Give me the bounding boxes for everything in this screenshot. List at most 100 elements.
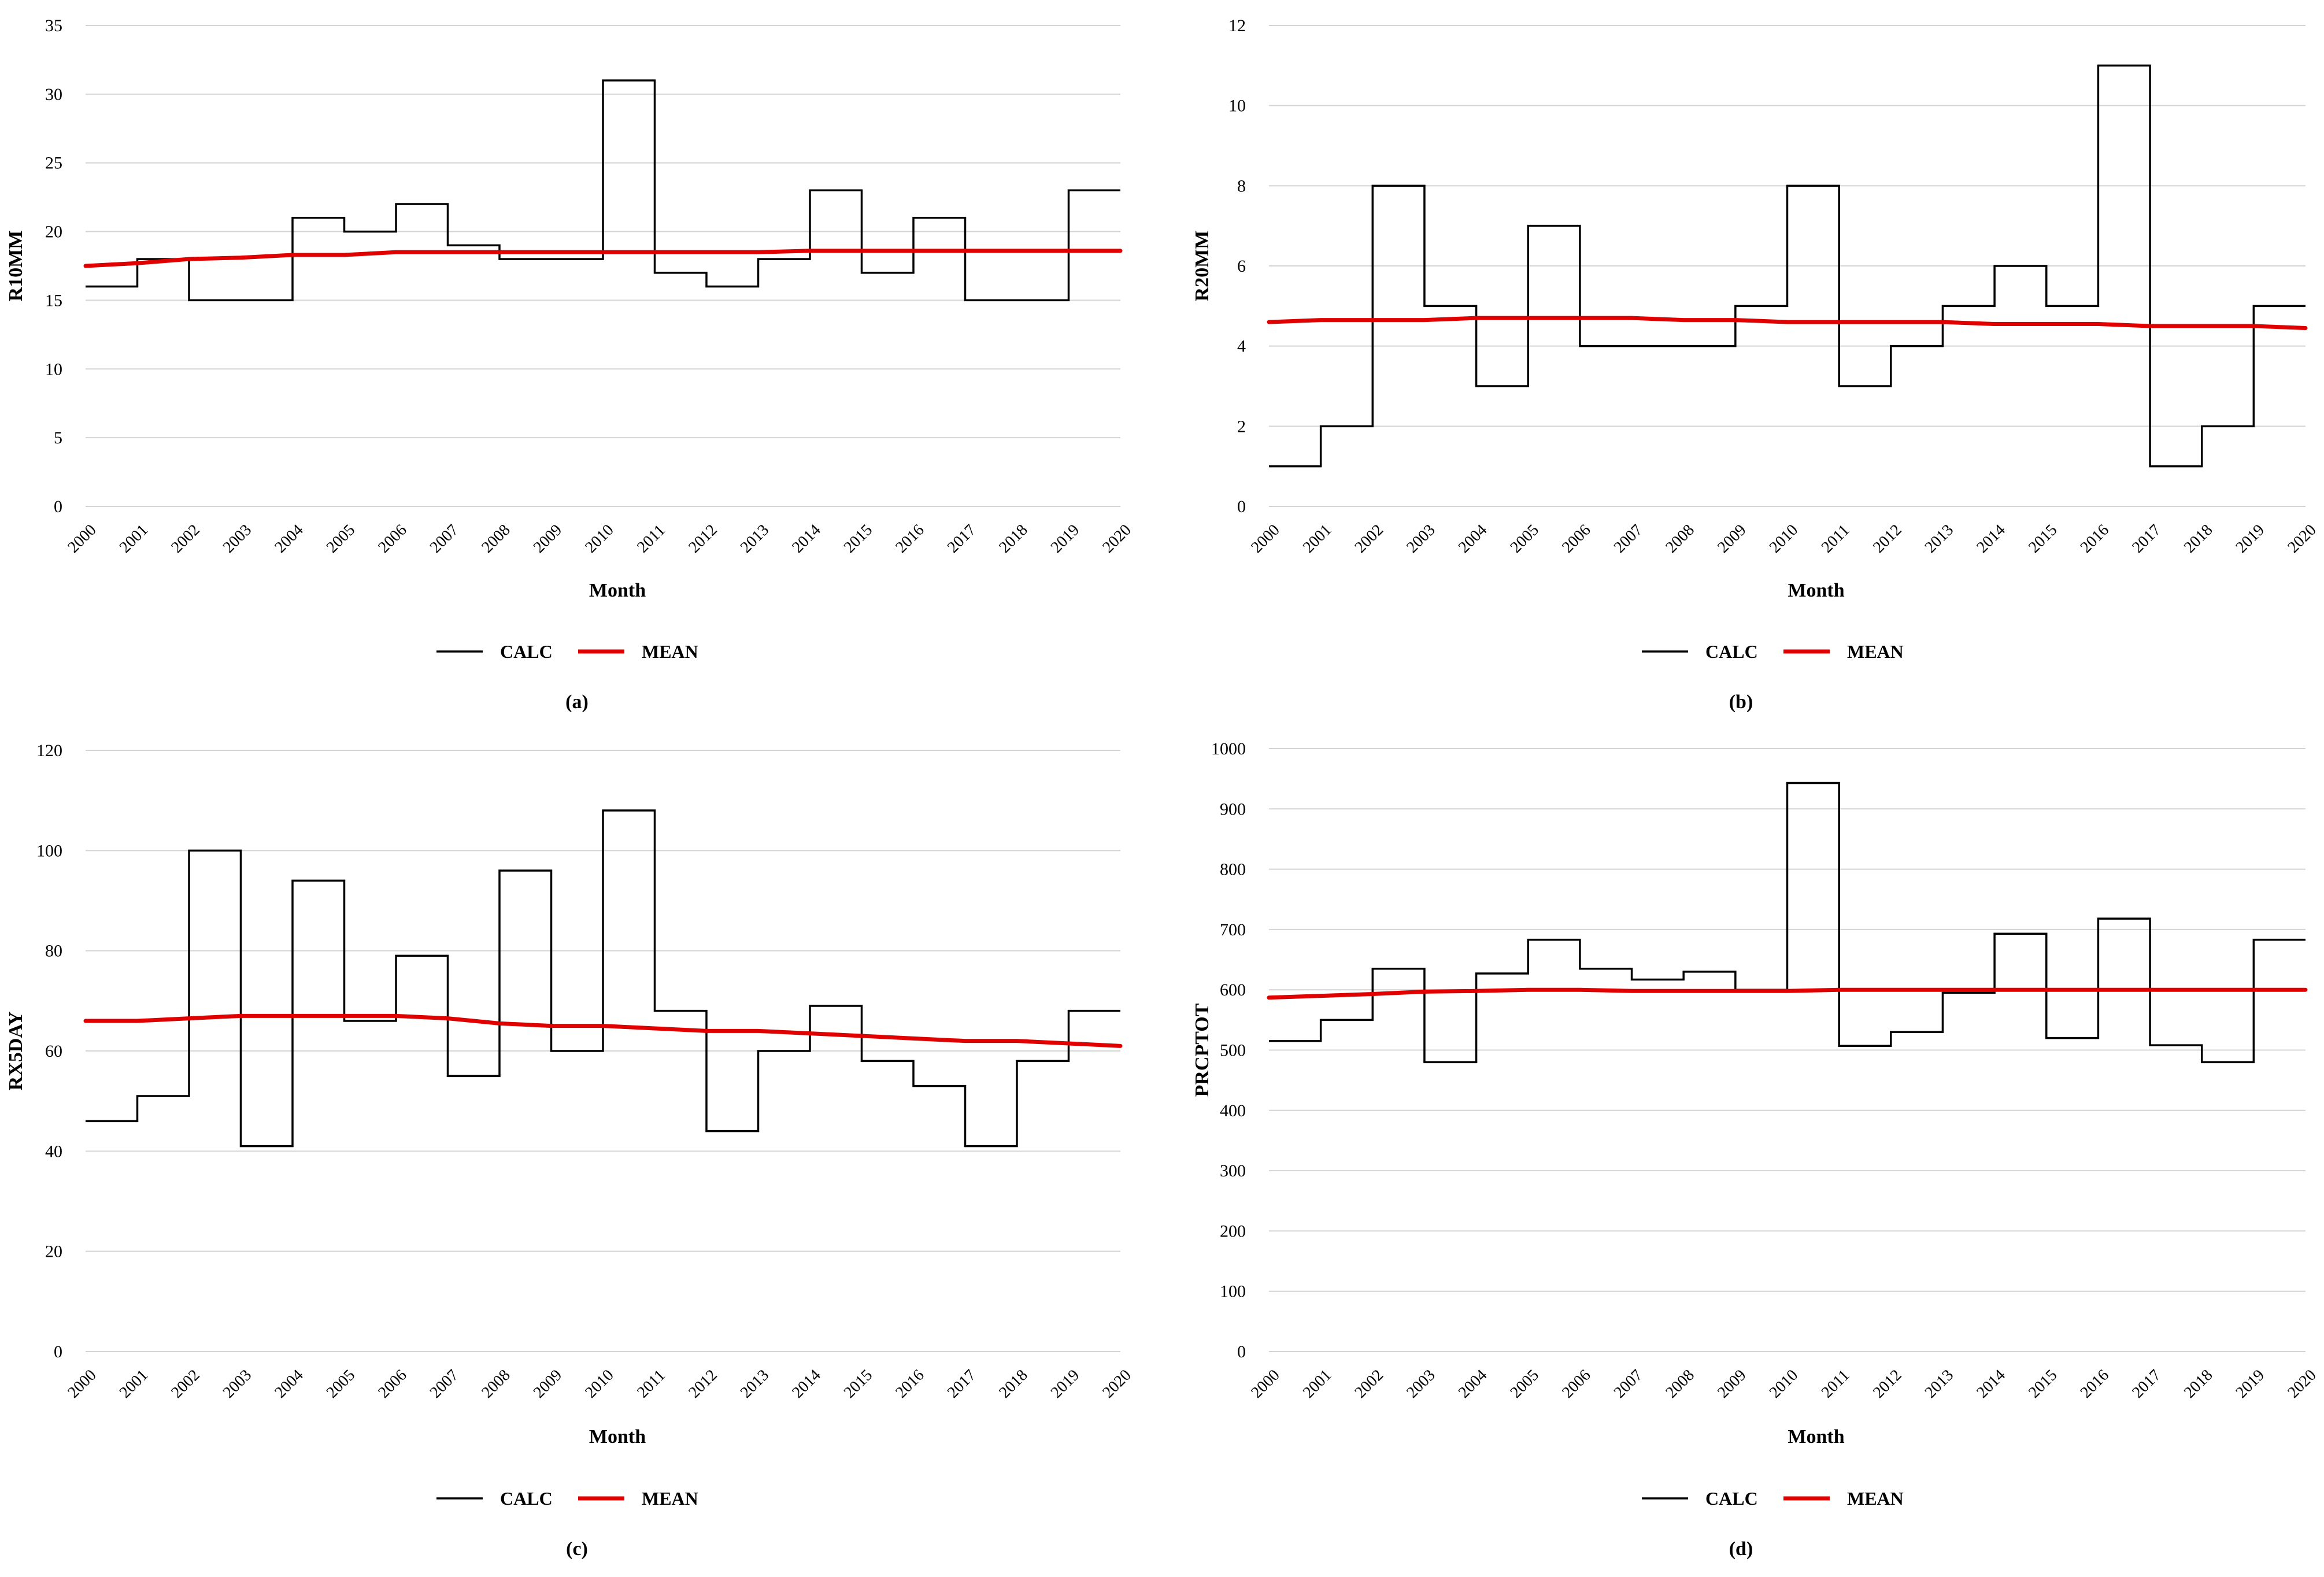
x-tick-label: 2002 bbox=[1352, 1366, 1387, 1402]
x-tick-label: 2009 bbox=[530, 521, 566, 557]
x-tick-label: 2013 bbox=[737, 521, 773, 557]
x-tick-label: 2008 bbox=[1662, 521, 1698, 557]
legend-calc-label: CALC bbox=[1705, 1488, 1758, 1509]
x-tick-label: 2004 bbox=[1455, 521, 1491, 557]
x-tick-label: 2010 bbox=[582, 521, 617, 557]
y-tick-labels: 0 5 10 15 20 25 30 35 bbox=[45, 16, 62, 516]
chart-panel-4: 0 100 200 300 400 500 600 700 800 900 1000 2000 2001… bbox=[1191, 739, 2320, 1560]
y-tick-label: 20 bbox=[45, 223, 62, 242]
x-axis-title: Month bbox=[589, 580, 646, 601]
x-tick-label: 2014 bbox=[789, 521, 824, 557]
x-tick-label: 2015 bbox=[841, 1366, 876, 1402]
panel-label: (c) bbox=[566, 1538, 588, 1560]
series-mean bbox=[1267, 987, 2308, 1000]
x-tick-label: 2013 bbox=[1922, 521, 1957, 557]
x-tick-label: 2011 bbox=[634, 521, 669, 557]
gridlines bbox=[1269, 25, 2306, 507]
calc-step-line bbox=[86, 79, 1120, 302]
x-tick-label: 2018 bbox=[2181, 1366, 2216, 1402]
y-tick-label: 60 bbox=[45, 1042, 62, 1061]
y-tick-label: 10 bbox=[1228, 97, 1246, 116]
series-calc bbox=[1269, 64, 2306, 468]
x-tick-label: 2007 bbox=[1611, 1366, 1646, 1402]
y-tick-label: 6 bbox=[1237, 257, 1246, 276]
series-mean bbox=[1267, 316, 2308, 330]
y-tick-label: 1000 bbox=[1211, 739, 1246, 758]
legend-mean-label: MEAN bbox=[642, 641, 698, 662]
x-axis-title: Month bbox=[1788, 580, 1844, 601]
x-tick-label: 2008 bbox=[1662, 1366, 1698, 1402]
x-tick-label: 2014 bbox=[1973, 521, 2009, 557]
y-tick-label: 80 bbox=[45, 942, 62, 961]
calc-step-line bbox=[1269, 64, 2306, 468]
legend: CALC MEAN bbox=[436, 1488, 698, 1509]
x-tick-label: 2020 bbox=[1099, 1366, 1135, 1402]
x-tick-label: 2015 bbox=[2025, 521, 2061, 557]
y-tick-labels: 0 20 40 60 80 100 120 bbox=[36, 741, 62, 1361]
x-tick-label: 2011 bbox=[1818, 521, 1853, 557]
x-tick-label: 2005 bbox=[323, 521, 359, 557]
y-tick-label: 0 bbox=[1237, 497, 1246, 516]
x-tick-label: 2018 bbox=[2181, 521, 2216, 557]
panel-label: (a) bbox=[565, 691, 589, 713]
x-tick-label: 2003 bbox=[220, 1366, 256, 1402]
x-tick-label: 2005 bbox=[323, 1366, 359, 1402]
x-tick-label: 2016 bbox=[2077, 1366, 2113, 1402]
legend-calc-label: CALC bbox=[500, 1488, 553, 1509]
series-mean bbox=[83, 1013, 1123, 1048]
x-tick-label: 2013 bbox=[737, 1366, 773, 1402]
legend-mean-label: MEAN bbox=[642, 1488, 698, 1509]
mean-line bbox=[1267, 316, 2308, 330]
x-tick-label: 2014 bbox=[789, 1366, 824, 1402]
y-tick-label: 100 bbox=[36, 841, 62, 860]
x-tick-label: 2008 bbox=[478, 521, 514, 557]
y-tick-label: 10 bbox=[45, 360, 62, 379]
x-tick-label: 2006 bbox=[375, 1366, 410, 1402]
panel-label: (d) bbox=[1729, 1538, 1753, 1560]
x-tick-label: 2000 bbox=[1248, 521, 1283, 557]
x-tick-label: 2000 bbox=[64, 521, 100, 557]
x-tick-label: 2009 bbox=[1714, 1366, 1750, 1402]
y-tick-label: 20 bbox=[45, 1242, 62, 1261]
panel-label: (b) bbox=[1729, 691, 1753, 713]
x-tick-label: 2020 bbox=[2284, 1366, 2320, 1402]
x-tick-label: 2004 bbox=[271, 1366, 307, 1402]
x-tick-label: 2018 bbox=[996, 1366, 1031, 1402]
y-tick-label: 40 bbox=[45, 1142, 62, 1161]
y-tick-label: 15 bbox=[45, 291, 62, 310]
x-tick-label: 2008 bbox=[478, 1366, 514, 1402]
y-tick-label: 12 bbox=[1228, 16, 1246, 35]
x-tick-label: 2011 bbox=[1818, 1367, 1853, 1402]
x-tick-label: 2012 bbox=[1870, 1366, 1905, 1402]
mean-line bbox=[83, 1013, 1123, 1048]
y-axis-title: PRCPTOT bbox=[1191, 1003, 1213, 1097]
x-tick-label: 2015 bbox=[841, 521, 876, 557]
y-tick-label: 500 bbox=[1220, 1041, 1246, 1060]
x-tick-label: 2019 bbox=[2233, 1366, 2269, 1402]
y-tick-label: 900 bbox=[1220, 799, 1246, 819]
x-tick-label: 2015 bbox=[2025, 1366, 2061, 1402]
x-tick-label: 2010 bbox=[1766, 1366, 1802, 1402]
x-tick-labels: 2000 2001 2002 2003 2004 2005 2006 2007 2008 2009… bbox=[64, 1366, 1135, 1402]
y-tick-label: 8 bbox=[1237, 176, 1246, 195]
x-tick-label: 2009 bbox=[1714, 521, 1750, 557]
x-tick-label: 2003 bbox=[1403, 1366, 1439, 1402]
y-tick-label: 300 bbox=[1220, 1161, 1246, 1180]
x-tick-label: 2002 bbox=[168, 521, 203, 557]
x-tick-label: 2005 bbox=[1507, 1366, 1542, 1402]
x-tick-label: 2000 bbox=[64, 1366, 100, 1402]
y-tick-label: 100 bbox=[1220, 1282, 1246, 1301]
x-tick-label: 2003 bbox=[220, 521, 256, 557]
y-tick-label: 200 bbox=[1220, 1221, 1246, 1241]
y-tick-label: 600 bbox=[1220, 980, 1246, 999]
mean-line bbox=[83, 249, 1123, 268]
x-tick-label: 2019 bbox=[1048, 1366, 1083, 1402]
x-tick-label: 2002 bbox=[1352, 521, 1387, 557]
y-axis-title: R20MM bbox=[1191, 231, 1213, 302]
y-tick-label: 4 bbox=[1237, 337, 1246, 356]
x-tick-label: 2016 bbox=[892, 1366, 928, 1402]
y-tick-label: 30 bbox=[45, 85, 62, 104]
